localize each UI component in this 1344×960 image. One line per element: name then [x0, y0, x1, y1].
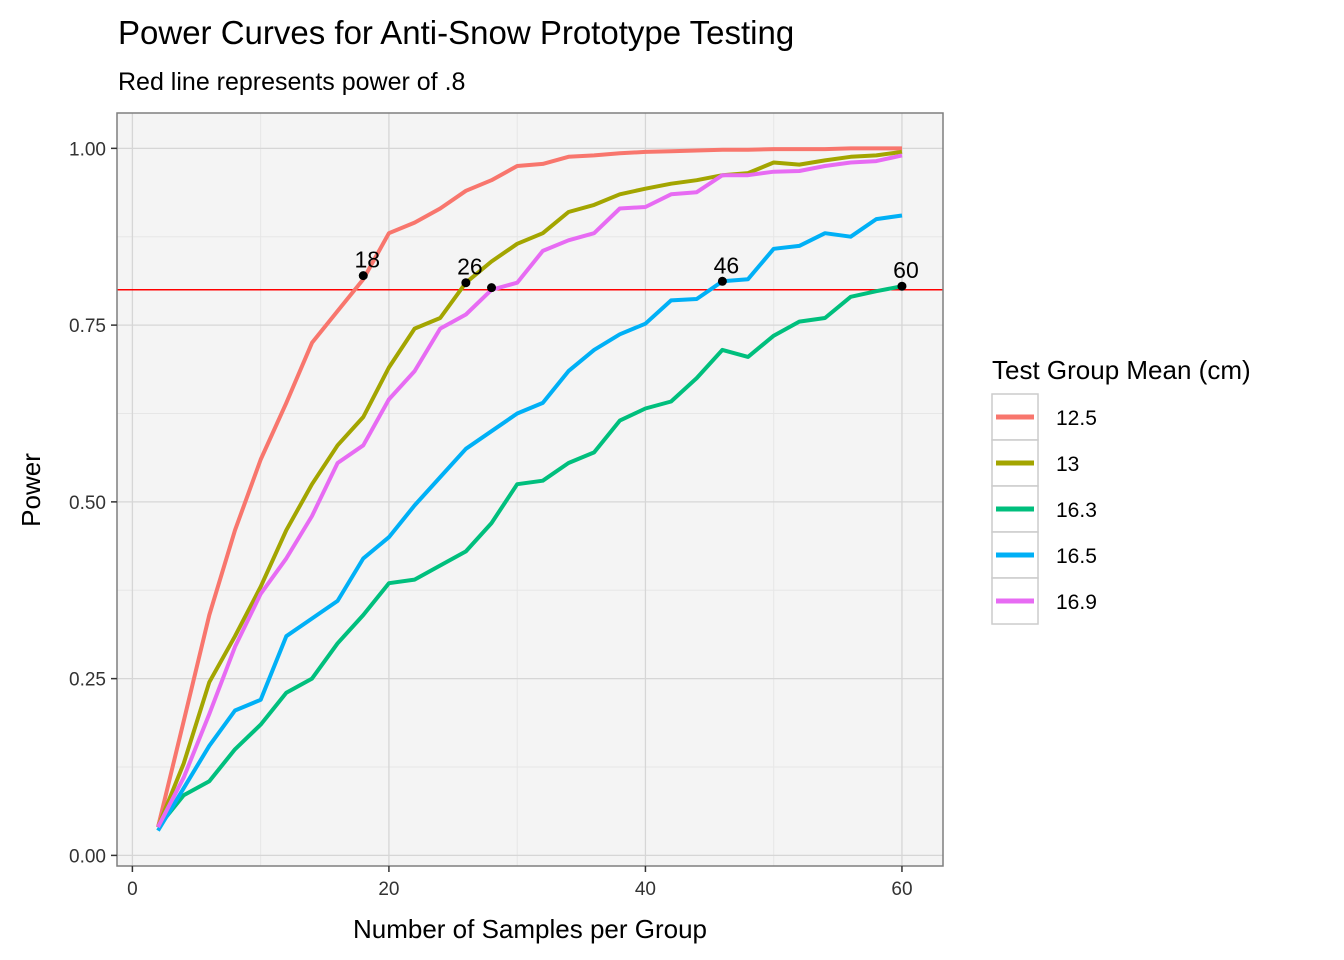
- chart-title: Power Curves for Anti-Snow Prototype Tes…: [118, 14, 794, 51]
- legend-label: 12.5: [1056, 407, 1097, 430]
- series-line-16-5: [156, 213, 903, 832]
- legend-title: Test Group Mean (cm): [992, 355, 1251, 385]
- legend-label: 16.5: [1056, 545, 1097, 568]
- threshold-point-26: [461, 278, 471, 288]
- threshold-label-26: 26: [457, 254, 483, 280]
- series-line-13: [156, 149, 903, 828]
- y-tick-label: 0.00: [69, 846, 106, 867]
- x-axis: 0 20 40 60: [127, 866, 913, 900]
- threshold-label-18: 18: [354, 247, 380, 273]
- x-tick-label: 40: [635, 879, 656, 900]
- threshold-point-60: [897, 281, 907, 291]
- y-axis-title: Power: [16, 453, 46, 527]
- threshold-point-28: [487, 283, 497, 293]
- y-tick-label: 0.25: [69, 670, 106, 691]
- major-gridlines: [117, 113, 943, 866]
- plot-border: [116, 112, 944, 867]
- y-tick-label: 0.75: [69, 316, 106, 337]
- threshold-point-46: [717, 276, 727, 286]
- x-axis-title: Number of Samples per Group: [353, 914, 707, 944]
- legend: Test Group Mean (cm) 12.5 13 16.3 16.5 16.9: [991, 355, 1251, 625]
- series-line-12-5: [156, 146, 902, 828]
- y-tick-label: 0.50: [69, 493, 106, 514]
- threshold-label-60: 60: [893, 257, 919, 283]
- series-line-16-9: [156, 153, 903, 829]
- threshold-label-46: 46: [714, 252, 740, 278]
- annotation-points: 18 26 46 60: [354, 247, 919, 293]
- plot-panel: [117, 113, 943, 866]
- x-tick-label: 60: [891, 879, 912, 900]
- threshold-point-18: [358, 271, 368, 281]
- x-tick-label: 0: [127, 879, 138, 900]
- series-lines: [156, 146, 903, 832]
- series-line-16-3: [156, 284, 903, 829]
- y-tick-label: 1.00: [69, 139, 106, 160]
- legend-label: 16.9: [1056, 591, 1097, 614]
- chart-subtitle: Red line represents power of .8: [118, 68, 465, 96]
- legend-label: 13: [1056, 453, 1079, 476]
- y-axis: 0.00 0.25 0.50 0.75 1.00: [69, 139, 117, 867]
- x-tick-label: 20: [378, 879, 399, 900]
- legend-label: 16.3: [1056, 499, 1097, 522]
